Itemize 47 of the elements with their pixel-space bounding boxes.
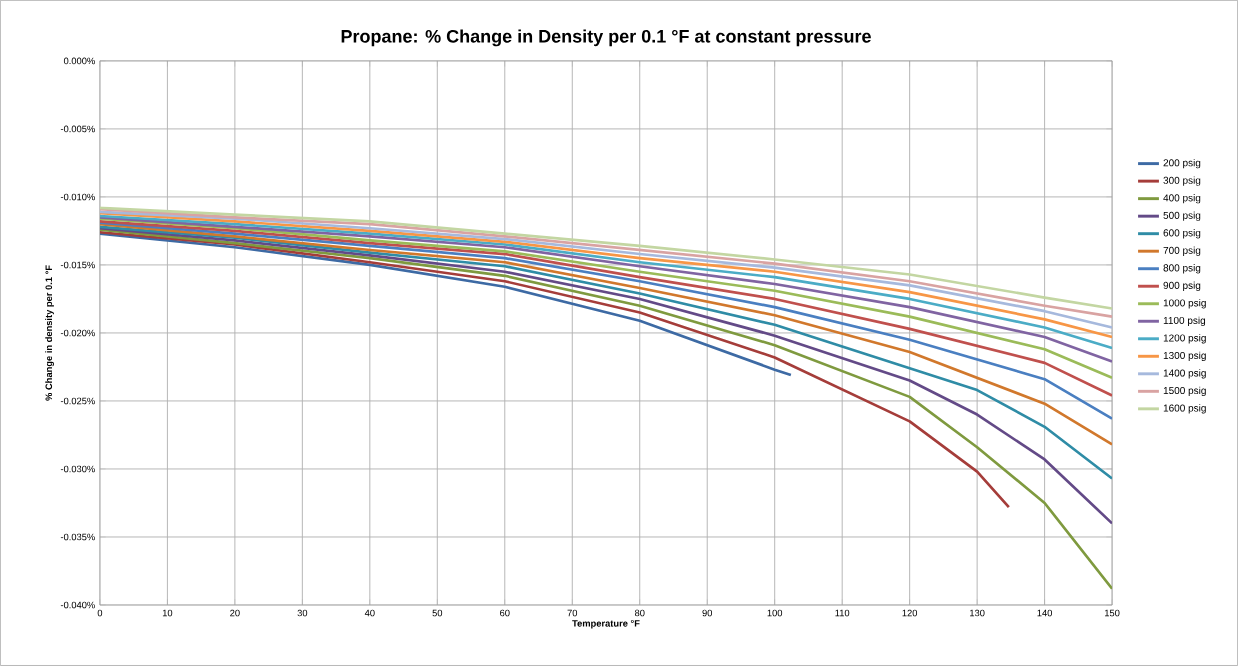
y-tick-label: -0.035% <box>60 533 95 541</box>
legend-label: 500 psig <box>1163 211 1201 221</box>
x-tick-label: 30 <box>297 609 308 617</box>
legend-label: 800 psig <box>1163 264 1201 274</box>
x-tick-label: 20 <box>230 609 240 617</box>
x-tick-label: 70 <box>567 609 578 617</box>
x-tick-label: 150 <box>1105 609 1120 617</box>
chart-title: Propane: % Change in Density per 0.1 °F at constant pressure <box>341 29 871 47</box>
y-tick-label: -0.020% <box>60 329 95 337</box>
legend-label: 1400 psig <box>1163 369 1206 379</box>
x-tick-label: 110 <box>835 609 850 617</box>
x-tick-label: 0 <box>97 609 103 617</box>
legend-label: 700 psig <box>1163 246 1201 256</box>
y-tick-label: -0.005% <box>60 125 95 133</box>
x-axis-title: Temperature °F <box>572 620 640 629</box>
x-tick-label: 60 <box>500 609 510 617</box>
y-tick-label: -0.030% <box>60 465 95 473</box>
legend-label: 1200 psig <box>1163 334 1206 344</box>
legend-label: 400 psig <box>1163 194 1201 204</box>
legend-label: 1300 psig <box>1163 351 1206 362</box>
x-tick-label: 80 <box>634 609 645 617</box>
y-tick-label: 0.000% <box>63 57 95 65</box>
x-tick-label: 120 <box>902 609 918 617</box>
x-tick-label: 40 <box>364 609 375 617</box>
line-series <box>99 226 1113 525</box>
line-series <box>99 228 1113 591</box>
legend-label: 1500 psig <box>1163 386 1206 397</box>
y-tick-label: -0.040% <box>60 601 95 609</box>
x-tick-label: 90 <box>702 609 713 617</box>
legend-label: 1000 psig <box>1163 299 1206 309</box>
x-tick-label: 100 <box>767 609 783 617</box>
x-tick-label: 130 <box>970 609 985 617</box>
line-series <box>99 230 1011 509</box>
legend-label: 900 psig <box>1163 281 1201 291</box>
legend-label: 300 psig <box>1163 176 1201 186</box>
y-axis-title: % Change in density per 0.1 °F <box>45 265 54 401</box>
x-tick-label: 10 <box>162 609 173 617</box>
x-tick-label: 50 <box>432 609 443 617</box>
legend-label: 1100 psig <box>1163 316 1206 326</box>
y-tick-label: -0.025% <box>60 397 95 405</box>
line-series <box>99 232 793 377</box>
y-tick-label: -0.010% <box>60 193 95 201</box>
x-tick-label: 140 <box>1037 609 1053 617</box>
y-tick-label: -0.015% <box>60 261 95 269</box>
legend-label: 200 psig <box>1163 159 1201 169</box>
legend-label: 600 psig <box>1163 229 1201 239</box>
legend-label: 1600 psig <box>1163 404 1206 414</box>
